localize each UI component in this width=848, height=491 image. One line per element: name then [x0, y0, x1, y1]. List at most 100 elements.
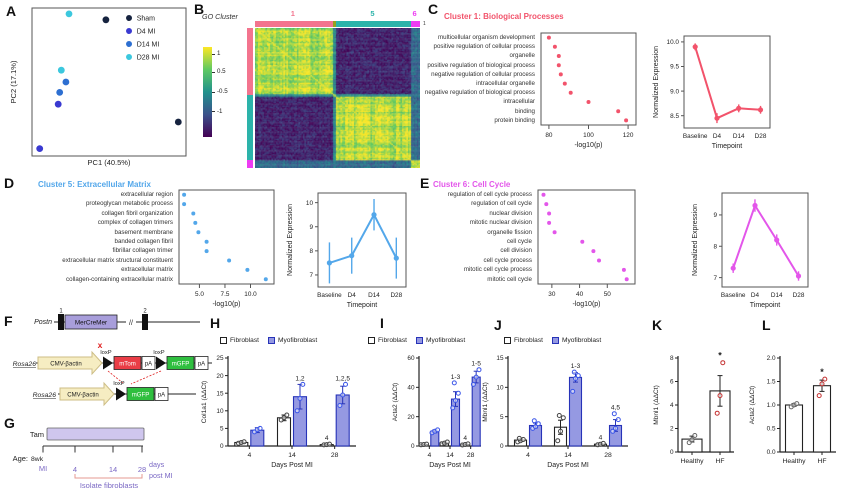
svg-text:Normalized Expression: Normalized Expression [692, 204, 699, 276]
exon2-label: 2 [143, 309, 147, 315]
pa-label: pA [145, 362, 152, 368]
mtom-label: mTom [119, 361, 136, 368]
cluster6-go-dotplot: 30 40 50 -log10(p) [537, 189, 636, 308]
svg-text:Days Post MI: Days Post MI [547, 462, 589, 469]
svg-text:28: 28 [331, 452, 339, 459]
svg-text:D14 MI: D14 MI [137, 42, 160, 49]
svg-text:Healthy: Healthy [782, 458, 806, 465]
loxp-label: loxP [100, 350, 111, 356]
panel-label-e: E [420, 175, 430, 191]
svg-text:Normalized Expression: Normalized Expression [287, 204, 294, 276]
svg-text:Baseline: Baseline [721, 292, 746, 299]
mtom-box [113, 356, 142, 370]
loxp-triangle-icon [103, 356, 113, 370]
svg-text:28: 28 [604, 452, 612, 459]
svg-text:4: 4 [526, 452, 530, 459]
svg-text:*: * [718, 351, 722, 361]
col1a1-bar-chart: Col1a1 (ΔΔCt) 0 5 10 15 20 25 1,2 4 1,2,5 4 14 28 Day… [201, 355, 356, 469]
svg-text:1,2: 1,2 [295, 375, 304, 382]
svg-text:15: 15 [496, 355, 504, 362]
svg-text:10: 10 [306, 200, 314, 207]
mbnl1-legend: Fibroblast Myofibroblast [504, 337, 639, 344]
svg-text:10: 10 [216, 408, 224, 415]
panel-label-f: F [4, 313, 13, 329]
pa-label: pA [198, 362, 205, 368]
isolate-fibroblasts-label: Isolate fibroblasts [80, 481, 139, 490]
svg-text:7: 7 [309, 272, 313, 279]
svg-text:D28: D28 [793, 292, 805, 299]
go-cluster-label: GO Cluster [202, 12, 238, 21]
exon2-box [142, 314, 148, 330]
svg-text:40: 40 [576, 291, 584, 298]
svg-text:D4: D4 [713, 133, 722, 140]
svg-text:0.0: 0.0 [767, 449, 776, 456]
svg-text:Col1a1 (ΔΔCt): Col1a1 (ΔΔCt) [201, 381, 208, 424]
svg-text:14: 14 [288, 452, 296, 459]
svg-text:Mbnl1 (ΔΔCt): Mbnl1 (ΔΔCt) [482, 382, 489, 422]
loxp-label: loxP [113, 381, 124, 387]
age-label: Age: [13, 454, 28, 463]
heatmap-colorbar: 1 0.5 -0.5 -1 [203, 47, 243, 147]
svg-text:7.5: 7.5 [221, 291, 230, 298]
svg-text:Baseline: Baseline [317, 292, 342, 299]
svg-text:PC1 (40.5%): PC1 (40.5%) [88, 158, 131, 167]
svg-text:9.0: 9.0 [670, 88, 679, 95]
svg-text:8: 8 [713, 243, 717, 250]
cluster1-go-dotplot: 80 100 120 -log10(p) [540, 32, 637, 149]
svg-text:0.5: 0.5 [767, 426, 776, 433]
pa-box [141, 356, 156, 370]
experiment-timeline: Tam Age: 8wk MI 4 14 28 days post MI Iso… [13, 427, 173, 490]
svg-text:D28: D28 [390, 292, 402, 299]
cluster6-expression-plot: Normalized Expression 7 8 9 Baseline D4 D14 D28… [692, 192, 809, 309]
mercremer-label: MerCreMer [75, 320, 108, 327]
days-post-mi-line1: days [149, 460, 165, 469]
svg-text:-log10(p): -log10(p) [212, 301, 240, 308]
svg-text:D4: D4 [751, 292, 760, 299]
svg-text:Timepoint: Timepoint [750, 302, 781, 309]
svg-text:4: 4 [599, 434, 603, 441]
svg-text:20: 20 [407, 414, 415, 421]
svg-text:7: 7 [713, 275, 717, 282]
pa-label: pA [158, 393, 165, 399]
svg-text:Sham: Sham [137, 16, 155, 23]
mbnl1-human-bar-chart: Mbnl1 (ΔΔCt) 0 2 4 6 8 * Healthy HF [653, 351, 734, 465]
exon1-box [58, 314, 64, 330]
panel-label-d: D [4, 175, 15, 191]
svg-text:14: 14 [564, 452, 572, 459]
svg-text:9.5: 9.5 [670, 64, 679, 71]
svg-text:Baseline: Baseline [683, 133, 708, 140]
mgfp-box [166, 356, 195, 370]
mgfp-box [126, 387, 155, 401]
svg-text:Healthy: Healthy [680, 458, 704, 465]
svg-text:D14: D14 [771, 292, 783, 299]
days-post-mi-line2: post MI [149, 471, 173, 480]
svg-text:100: 100 [583, 132, 594, 139]
postn-gene-label: Postn [34, 319, 52, 326]
svg-text:D14: D14 [368, 292, 380, 299]
line-break-mark: // [129, 320, 133, 327]
panel-label-a: A [6, 3, 17, 19]
panel-label-j: J [494, 317, 502, 333]
svg-text:10.0: 10.0 [667, 39, 680, 46]
cluster6-go-terms: regulation of cell cycle process regulati… [447, 191, 532, 283]
svg-text:1-5: 1-5 [471, 361, 481, 368]
svg-text:6: 6 [670, 379, 674, 386]
svg-text:1.5: 1.5 [767, 379, 776, 386]
svg-text:20: 20 [216, 373, 224, 380]
cluster1-go-terms: multicellular organism development positi… [424, 34, 535, 124]
cluster5-go-terms: extracellular region proteoglycan metabol… [62, 191, 173, 283]
mbnl1-bar-chart: Mbnl1 (ΔΔCt) 0 5 10 15 1-3 4 4,5 4 14 28 Days Post … [482, 355, 628, 469]
svg-text:D28 MI: D28 MI [137, 55, 160, 62]
heatmap-edge-label: 1 [423, 21, 426, 27]
isolate-bracket [74, 474, 143, 479]
promoter-label: CMV-βactin [67, 392, 99, 399]
loxp-label: loxP [153, 350, 164, 356]
svg-text:0: 0 [670, 449, 674, 456]
age-value: 8wk [31, 456, 44, 463]
heatmap-top-annotation [255, 21, 420, 27]
panel-label-b: B [194, 1, 205, 17]
loxp-triangle-icon [156, 356, 166, 370]
svg-text:8.5: 8.5 [670, 113, 679, 120]
heatmap-left-annotation [247, 28, 253, 168]
